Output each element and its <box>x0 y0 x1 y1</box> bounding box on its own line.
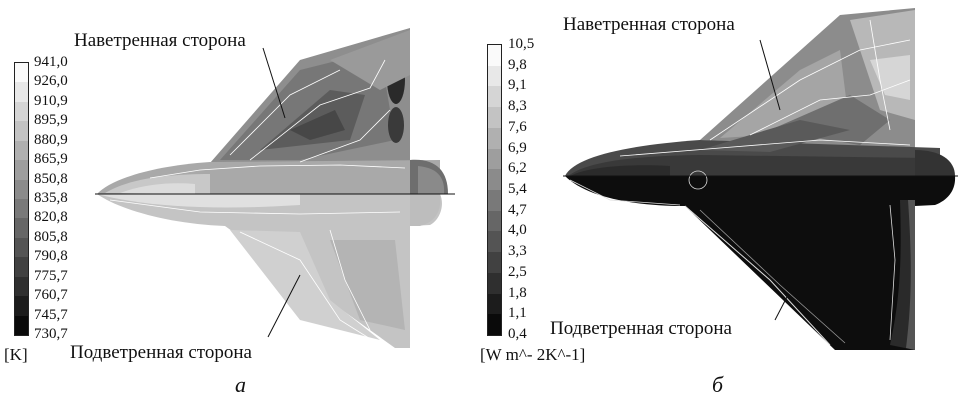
colorbar-tick-label: 850,8 <box>34 170 68 187</box>
colorbar-tick-label: 4,0 <box>508 222 527 239</box>
colorbar-band <box>488 272 501 295</box>
colorbar-band <box>488 293 501 315</box>
colorbar-tick-label: 6,2 <box>508 160 527 177</box>
panel-letter-b: б <box>712 372 724 397</box>
colorbar-band <box>15 179 28 200</box>
colorbar-band <box>488 169 501 191</box>
contour-plot-b <box>563 8 958 350</box>
colorbar-tick-label: 0,4 <box>508 326 527 342</box>
colorbar-tick-label: 835,8 <box>34 190 68 206</box>
colorbar-band <box>488 45 501 67</box>
colorbar-band <box>15 276 28 297</box>
contour-plot-a <box>95 28 455 348</box>
colorbar-band <box>15 237 28 258</box>
colorbar-tick-label: 3,3 <box>508 243 527 260</box>
colorbar-tick-label: 760,7 <box>34 287 68 304</box>
colorbar-tick-label: 2,5 <box>508 263 527 280</box>
colorbar-tick-label: 7,6 <box>508 118 527 135</box>
colorbar-tick-label: 9,1 <box>508 77 527 94</box>
colorbar-tick-label: 895,9 <box>34 112 68 129</box>
colorbar-band <box>488 210 501 232</box>
colorbar-tick-label: 1,1 <box>508 305 527 322</box>
leeward-label-b: Подветренная сторона <box>550 318 732 339</box>
colorbar-band <box>15 121 28 142</box>
colorbar-tick-label: 941,0 <box>34 54 68 70</box>
windward-label-b: Наветренная сторона <box>563 14 735 35</box>
colorbar-b <box>487 44 502 336</box>
colorbar-tick-label: 745,7 <box>34 306 68 323</box>
colorbar-tick-label: 790,8 <box>34 248 68 265</box>
leeward-surface-a <box>97 194 442 348</box>
colorbar-band <box>488 252 501 274</box>
colorbar-band <box>488 231 501 253</box>
colorbar-tick-label: 4,7 <box>508 201 527 218</box>
colorbar-band <box>15 63 28 83</box>
colorbar-band <box>15 160 28 181</box>
colorbar-tick-label: 1,8 <box>508 284 527 301</box>
windward-surface-a <box>97 28 448 194</box>
colorbar-tick-label: 805,8 <box>34 228 68 245</box>
leeward-surface-b <box>565 170 956 350</box>
colorbar-band <box>488 107 501 129</box>
panel-b: 10,5 9,8 9,1 8,3 7,6 6,9 6,2 5,4 4,7 4,0 3,3 2,5 1,8… <box>470 0 958 405</box>
leeward-label-a: Подветренная сторона <box>70 342 252 363</box>
colorbar-band <box>488 86 501 108</box>
unit-label-a: [K] <box>4 345 28 364</box>
colorbar-band <box>488 148 501 170</box>
colorbar-band <box>15 199 28 219</box>
colorbar-tick-label: 775,7 <box>34 267 68 284</box>
colorbar-band <box>15 140 28 161</box>
unit-label-b: [W m^- 2K^-1] <box>480 345 586 364</box>
colorbar-tick-label: 730,7 <box>34 326 68 342</box>
colorbar-tick-label: 8,3 <box>508 98 527 115</box>
colorbar-tick-label: 6,9 <box>508 139 527 156</box>
colorbar-band <box>15 296 28 317</box>
colorbar-band <box>15 82 28 103</box>
colorbar-tick-label: 9,8 <box>508 56 527 73</box>
colorbar-a <box>14 62 29 336</box>
colorbar-band <box>488 314 501 336</box>
panel-letter-a: а <box>235 372 246 397</box>
colorbar-band <box>488 127 501 150</box>
colorbar-band <box>15 257 28 278</box>
colorbar-band <box>15 101 28 122</box>
colorbar-tick-label: 5,4 <box>508 181 527 197</box>
colorbar-band <box>488 190 501 212</box>
windward-label-a: Наветренная сторона <box>74 30 246 51</box>
windward-surface-b <box>565 8 955 176</box>
colorbar-band <box>15 218 28 239</box>
colorbar-tick-label: 10,5 <box>508 36 535 52</box>
colorbar-band <box>488 65 501 87</box>
colorbar-tick-label: 820,8 <box>34 209 68 226</box>
colorbar-tick-label: 880,9 <box>34 131 68 148</box>
colorbar-band <box>15 315 28 336</box>
colorbar-tick-label: 926,0 <box>34 73 68 90</box>
colorbar-tick-label: 910,9 <box>34 92 68 109</box>
panel-a: 941,0 926,0 910,9 895,9 880,9 865,9 850,8 835,8… <box>0 0 470 405</box>
colorbar-tick-label: 865,9 <box>34 151 68 168</box>
